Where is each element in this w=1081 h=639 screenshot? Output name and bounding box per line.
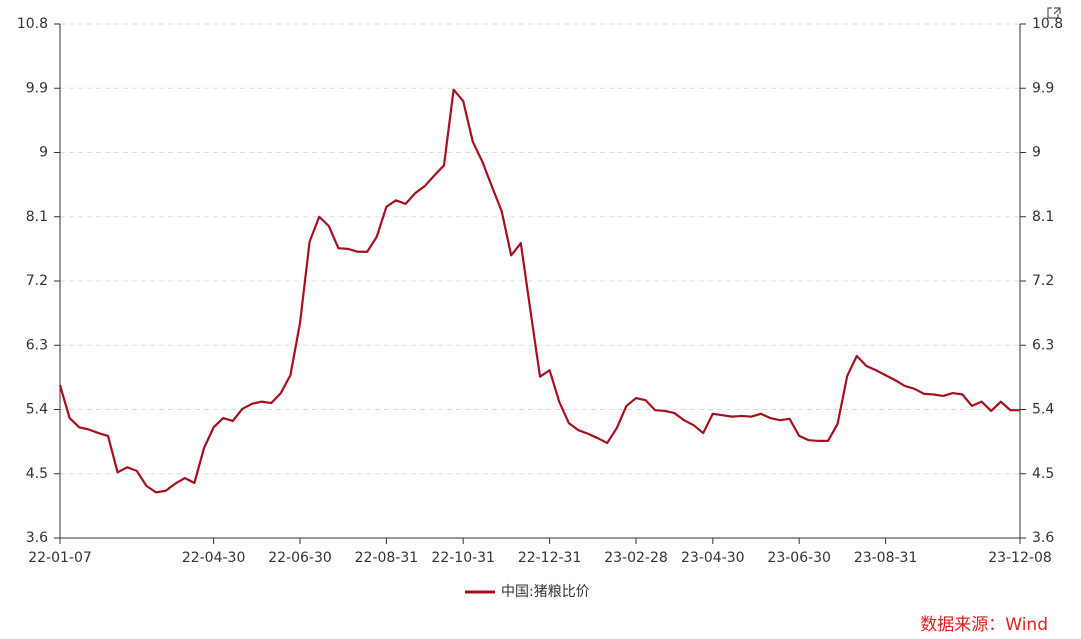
y2-tick-label: 9	[1032, 145, 1041, 161]
x-tick-label: 23-12-08	[988, 550, 1052, 566]
x-tick-label: 23-02-28	[604, 550, 668, 566]
y2-tick-label: 8.1	[1032, 209, 1054, 225]
y-tick-label: 4.5	[26, 466, 48, 482]
x-tick-label: 23-04-30	[681, 550, 745, 566]
y2-tick-label: 10.8	[1032, 16, 1063, 32]
x-tick-label: 22-01-07	[28, 550, 92, 566]
x-tick-label: 22-06-30	[268, 550, 332, 566]
x-tick-label: 22-10-31	[431, 550, 495, 566]
y-tick-label: 5.4	[26, 402, 48, 418]
y2-tick-label: 3.6	[1032, 530, 1054, 546]
x-tick-label: 22-04-30	[182, 550, 246, 566]
y-tick-label: 8.1	[26, 209, 48, 225]
y-tick-label: 9.9	[26, 80, 48, 96]
y-tick-label: 10.8	[17, 16, 48, 32]
y2-tick-label: 7.2	[1032, 273, 1054, 289]
y2-tick-label: 9.9	[1032, 80, 1054, 96]
y-tick-label: 7.2	[26, 273, 48, 289]
x-tick-label: 22-08-31	[355, 550, 419, 566]
y2-tick-label: 4.5	[1032, 466, 1054, 482]
legend-label: 中国:猪粮比价	[501, 584, 590, 600]
x-tick-label: 23-08-31	[854, 550, 918, 566]
y-tick-label: 9	[39, 145, 48, 161]
y-tick-label: 3.6	[26, 530, 48, 546]
series-line	[58, 88, 1020, 494]
source-note: 数据来源：Wind	[920, 615, 1048, 635]
x-tick-label: 23-06-30	[767, 550, 831, 566]
y-tick-label: 6.3	[26, 337, 48, 353]
y2-tick-label: 5.4	[1032, 402, 1054, 418]
y2-tick-label: 6.3	[1032, 337, 1054, 353]
x-tick-label: 22-12-31	[518, 550, 582, 566]
expand-icon[interactable]	[1047, 7, 1061, 19]
